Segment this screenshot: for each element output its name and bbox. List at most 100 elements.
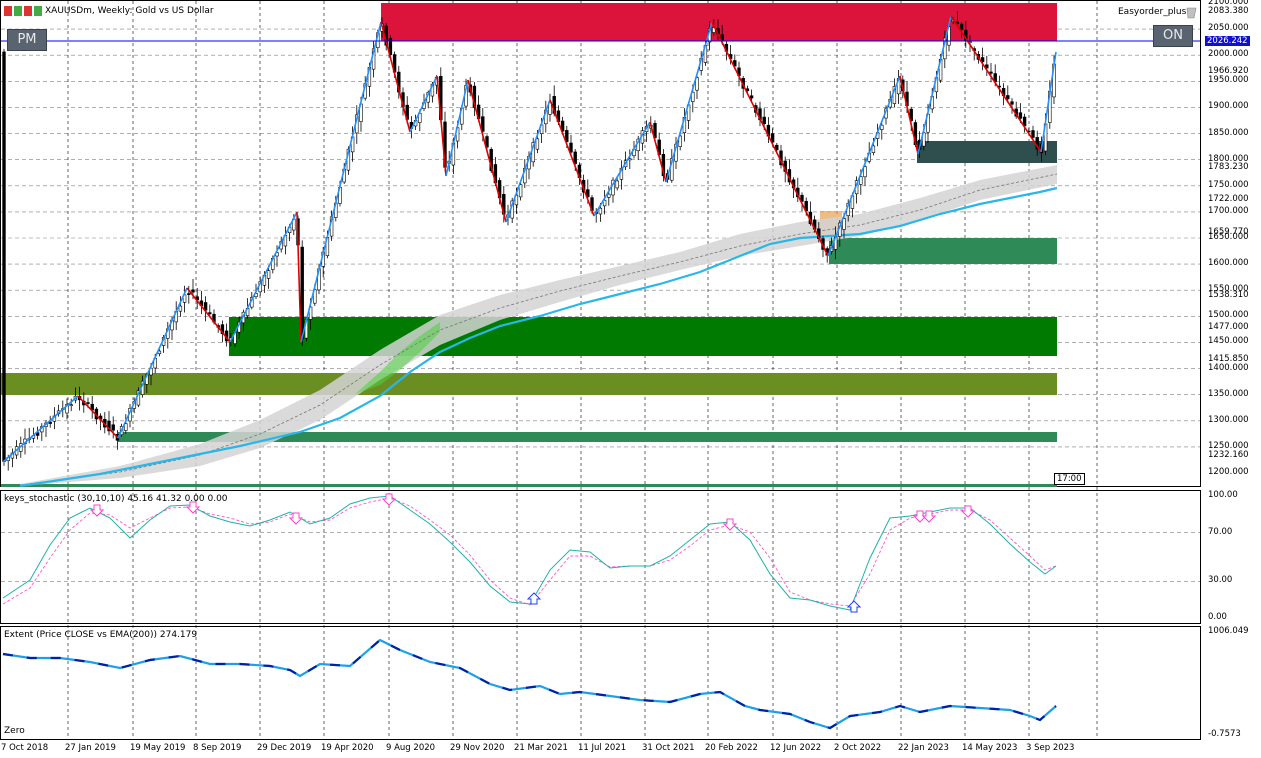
candle-body (535, 138, 540, 150)
candle-body (65, 403, 69, 414)
time-tag: 17:00 (1054, 473, 1085, 485)
price-axis-label: 1850.000 (1208, 127, 1249, 138)
stochastic-panel[interactable] (0, 490, 1201, 624)
extent-panel[interactable] (0, 626, 1201, 740)
date-axis-label: 19 May 2019 (130, 743, 186, 753)
date-axis-label: 21 Mar 2021 (514, 743, 568, 753)
price-axis-label: 1950.000 (1208, 75, 1249, 86)
candle-body (985, 64, 989, 69)
candle-body (565, 130, 569, 142)
sell-signal-arrow-icon (912, 510, 928, 523)
candle-body (569, 142, 573, 153)
price-axis-label: 1722.000 (1208, 194, 1249, 205)
candle-body (691, 91, 695, 102)
price-axis-label: 1650.000 (1208, 232, 1249, 242)
candle-body (266, 270, 271, 279)
demand-zone-green (229, 317, 1057, 356)
price-axis-label: 1783.230 (1208, 162, 1249, 173)
price-axis-label: 1300.000 (1208, 414, 1249, 425)
candle-body (863, 166, 867, 178)
candle-body (111, 424, 115, 431)
candle-body (187, 293, 191, 295)
price-axis-label: 1400.000 (1208, 362, 1249, 373)
candle-body (959, 23, 964, 30)
date-axis-label: 8 Sep 2019 (193, 743, 242, 753)
price-axis-label: 1450.000 (1208, 336, 1249, 347)
ema-band-highlight (355, 322, 440, 394)
demand-zone-thin (118, 432, 1057, 442)
expert-advisor-icon[interactable] (1186, 7, 1197, 19)
stochastic-axis-label: 30.00 (1208, 575, 1233, 586)
price-axis-label: 1200.000 (1208, 467, 1249, 477)
sell-signal-arrow-icon (381, 493, 397, 506)
chart-menu-icon[interactable] (4, 6, 42, 16)
candle-body (485, 136, 489, 148)
price-axis-label: 1550.000 (1208, 284, 1249, 295)
candle-body (720, 34, 724, 41)
candle-body (124, 423, 128, 431)
candle-body (552, 96, 556, 114)
candle-body (481, 116, 485, 132)
date-axis-label: 22 Jan 2023 (898, 743, 949, 753)
date-axis-label: 3 Sep 2023 (1026, 743, 1075, 753)
stochastic-lines (2, 495, 1057, 611)
vertical-gridlines (67, 1, 1098, 739)
candle-body (208, 312, 212, 315)
candle-body (2, 51, 6, 462)
candle-body (695, 77, 699, 91)
extent-title: Extent (Price CLOSE vs EMA(200)) 274.179 (4, 630, 198, 640)
price-axis-label: 1600.000 (1208, 258, 1249, 269)
demand-zone-slate (917, 141, 1057, 163)
on-button[interactable]: ON (1153, 25, 1193, 47)
stochastic-axis-label: 0.00 (1208, 612, 1227, 622)
zigzag-indicator (2, 15, 1057, 463)
price-axis-label: 2083.380 (1208, 5, 1249, 16)
candle-body (880, 124, 884, 130)
sell-signal-arrow-icon (288, 512, 304, 525)
candle-body (178, 305, 183, 312)
price-axis-label: 1750.000 (1208, 179, 1249, 190)
date-axis-label: 11 Jul 2021 (578, 743, 627, 753)
extent-max-label: 1006.049 (1208, 626, 1249, 636)
price-axis-label: 1659.770 (1208, 226, 1249, 237)
candle-body (1018, 112, 1023, 119)
candle-body (1006, 95, 1010, 100)
demand-zone-olive (1, 373, 1057, 395)
candle-body (191, 289, 195, 293)
price-axis-label: 2100.000 (1208, 0, 1249, 7)
price-axis-label: 1250.000 (1208, 440, 1249, 451)
chart-title: XAUUSDm, Weekly: Gold vs US Dollar (45, 6, 214, 16)
stochastic-axis-label: 100.00 (1208, 490, 1238, 500)
candle-body (762, 116, 766, 124)
date-axis-label: 9 Aug 2020 (386, 743, 436, 753)
pm-button[interactable]: PM (7, 29, 47, 51)
candle-body (86, 402, 90, 404)
candle-body (1010, 101, 1014, 105)
date-axis-label: 2 Oct 2022 (834, 743, 882, 753)
candle-body (770, 133, 775, 143)
candle-body (1031, 130, 1035, 138)
ema-cloud-band (20, 165, 1057, 486)
ea-name-label: Easyorder_plus (1118, 7, 1187, 17)
price-axis-label: 1415.850 (1208, 354, 1249, 365)
candle-body (800, 194, 804, 202)
candle-body (989, 71, 993, 74)
candle-body (48, 421, 52, 424)
price-axis-label: 1350.000 (1208, 388, 1249, 399)
stochastic-signal-arrows (89, 493, 976, 613)
candle-body (607, 193, 611, 198)
candle-body (980, 57, 985, 63)
candle-body (678, 135, 682, 147)
price-axis-label: 2000.000 (1208, 49, 1249, 60)
price-axis-label: 1966.920 (1208, 66, 1249, 77)
current-price-tag: 2026.242 (1205, 36, 1250, 46)
candle-body (518, 184, 523, 198)
candle-body (598, 207, 603, 215)
price-axis-label: 1900.000 (1208, 101, 1249, 112)
ema-midline (19, 173, 1058, 486)
sell-signal-arrow-icon (185, 501, 201, 514)
date-axis-label: 14 May 2023 (962, 743, 1018, 753)
candle-body (871, 145, 876, 153)
date-axis-label: 29 Dec 2019 (257, 743, 312, 753)
